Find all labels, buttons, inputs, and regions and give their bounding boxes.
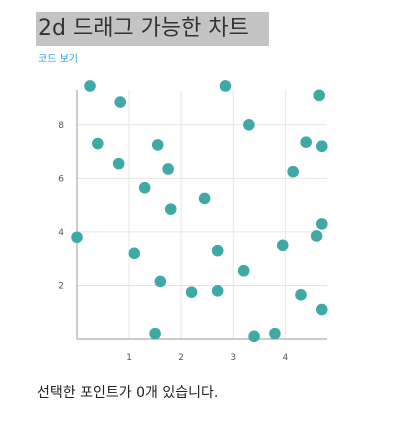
data-point[interactable]: [198, 192, 211, 205]
data-point[interactable]: [128, 247, 141, 260]
data-point[interactable]: [149, 327, 161, 340]
data-point[interactable]: [295, 289, 307, 301]
y-tick-label: 6: [58, 174, 64, 184]
data-point[interactable]: [269, 327, 281, 340]
data-point[interactable]: [114, 96, 127, 108]
data-point[interactable]: [248, 330, 260, 343]
data-point[interactable]: [112, 157, 125, 170]
data-point[interactable]: [185, 286, 198, 298]
x-tick-label: 4: [282, 353, 288, 363]
data-point[interactable]: [300, 136, 312, 149]
chart-tick-labels: 1 2 3 4 2 4 6 8: [58, 121, 288, 363]
data-point[interactable]: [237, 264, 250, 277]
data-point[interactable]: [287, 165, 299, 178]
view-code-link[interactable]: 코드 보기: [38, 54, 78, 65]
chart-grid: [77, 90, 327, 339]
y-tick-label: 8: [58, 121, 64, 131]
data-point[interactable]: [211, 285, 224, 297]
y-tick-label: 2: [58, 281, 64, 291]
data-point[interactable]: [315, 218, 328, 230]
data-point[interactable]: [164, 203, 177, 215]
data-point[interactable]: [276, 239, 289, 252]
data-point[interactable]: [151, 139, 164, 151]
scatter-chart: 1 2 3 4 2 4 6 8: [58, 80, 328, 363]
selection-status: 선택한 포인트가 0개 있습니다.: [37, 382, 218, 402]
data-point[interactable]: [71, 231, 83, 244]
x-tick-label: 2: [178, 353, 184, 363]
data-point[interactable]: [313, 89, 325, 102]
data-point[interactable]: [154, 275, 167, 288]
page-title: 2d 드래그 가능한 차트: [36, 12, 269, 46]
data-point[interactable]: [84, 80, 96, 92]
data-point[interactable]: [310, 230, 323, 242]
y-tick-label: 4: [58, 228, 64, 238]
data-point[interactable]: [92, 137, 104, 150]
chart-axes: [76, 90, 327, 340]
x-tick-label: 1: [126, 353, 132, 363]
data-point[interactable]: [211, 244, 224, 257]
data-point[interactable]: [315, 303, 328, 316]
data-point[interactable]: [243, 119, 255, 131]
chart-points[interactable]: [71, 80, 328, 343]
data-point[interactable]: [315, 140, 328, 153]
data-point[interactable]: [219, 80, 232, 92]
data-point[interactable]: [138, 181, 151, 194]
selected-count: 0: [136, 385, 145, 401]
status-prefix: 선택한 포인트가: [37, 385, 137, 401]
status-suffix: 개 있습니다.: [144, 385, 219, 401]
x-tick-label: 3: [230, 353, 236, 363]
data-point[interactable]: [162, 163, 174, 175]
